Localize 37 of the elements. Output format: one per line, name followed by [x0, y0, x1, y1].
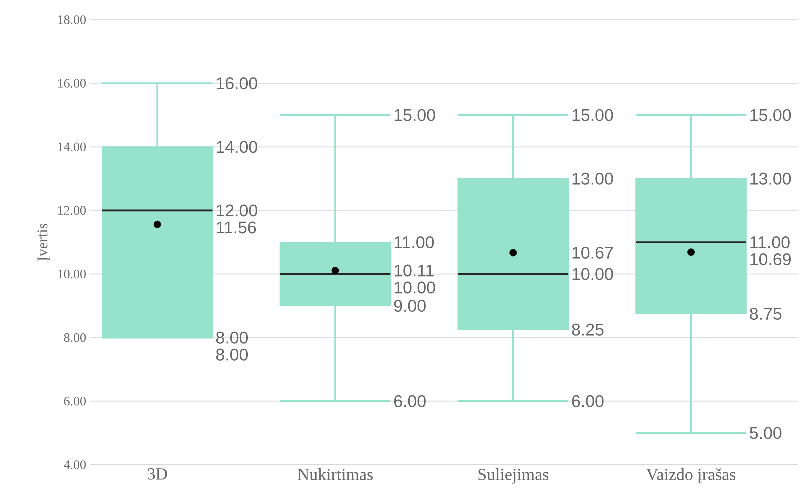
annotation: 8.75: [750, 308, 782, 320]
x-tick-label: Nukirtimas: [298, 468, 374, 480]
x-tick-label: Suliejimas: [478, 468, 549, 484]
y-tick-label: 8.00: [64, 333, 86, 342]
y-tick-label: 10.00: [58, 270, 86, 279]
annotation: 8.00: [216, 332, 248, 344]
annotation: 15.00: [394, 109, 436, 122]
y-tick-label: 16.00: [58, 79, 86, 88]
annotation: 15.00: [572, 109, 614, 122]
x-tick-label: 3D: [148, 468, 168, 480]
annotation: 13.00: [572, 172, 614, 185]
annotation: 12.00: [217, 204, 258, 217]
x-tick-label: Vaizdo įrašas: [646, 468, 736, 484]
annotation: 9.00: [394, 300, 426, 312]
annotation: 11.56: [217, 222, 256, 234]
y-tick-label: 6.00: [64, 397, 86, 406]
annotation: 6.00: [394, 395, 426, 408]
annotation: 14.00: [217, 141, 258, 154]
annotation: 10.00: [394, 282, 436, 294]
annotation: 15.00: [750, 109, 792, 122]
annotation: 13.00: [750, 172, 792, 185]
annotation: 11.00: [750, 236, 790, 248]
y-tick-label: 14.00: [58, 142, 86, 152]
annotation: 10.67: [572, 246, 614, 259]
y-axis-title: Įvertis: [38, 224, 51, 262]
annotation: 10.00: [572, 268, 614, 280]
annotation: 16.00: [217, 78, 258, 90]
annotation: 8.25: [572, 324, 604, 336]
y-tick-label: 18.00: [58, 16, 86, 24]
annotation: 10.69: [750, 253, 791, 266]
annotation: 11.00: [394, 236, 434, 248]
annotation: 8.00: [216, 348, 248, 361]
y-tick-label: 12.00: [58, 206, 86, 216]
annotation: 6.00: [572, 395, 604, 408]
y-tick-label: 4.00: [64, 460, 86, 470]
annotation: 5.00: [750, 427, 782, 440]
annotation: 10.11: [394, 264, 434, 277]
